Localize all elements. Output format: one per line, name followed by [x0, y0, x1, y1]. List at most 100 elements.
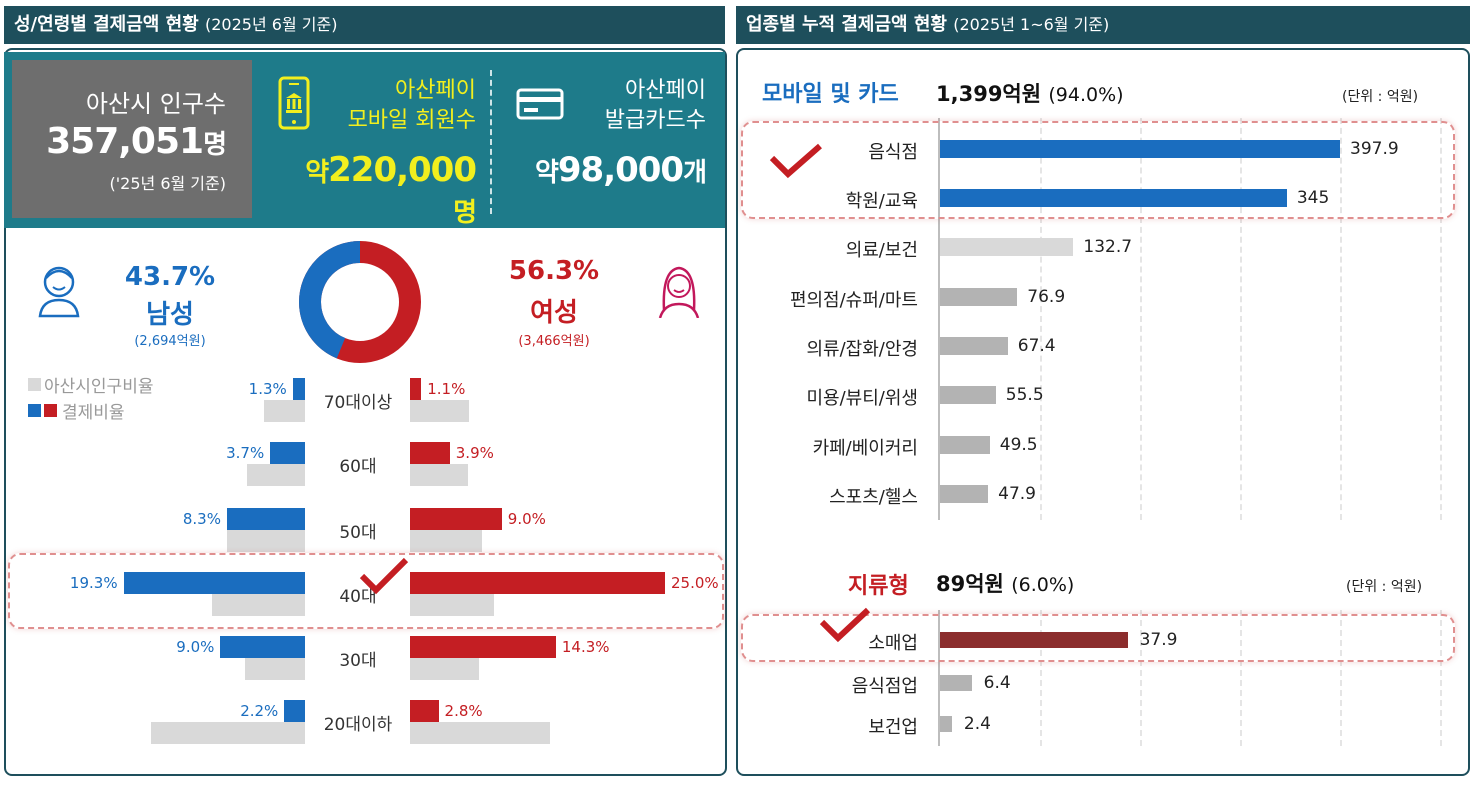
mobile-members-title-1: 아산페이 [395, 78, 476, 103]
female-pct-label: 25.0% [671, 574, 719, 592]
male-pct-label: 2.2% [240, 702, 279, 720]
cards-issued-value: 약98,000개 [534, 150, 707, 190]
male-bar [292, 378, 305, 400]
industry-value: 132.7 [1083, 237, 1133, 257]
age-label: 60대 [339, 457, 377, 477]
pop-bar-male [244, 658, 305, 680]
industry-value: 397.9 [1350, 139, 1399, 159]
jiryu-unit: (단위 : 억원) [1346, 579, 1423, 595]
industry-label: 미용/뷰티/위생 [806, 388, 919, 409]
legend-pop-label: 아산시인구비율 [44, 377, 154, 397]
gender-donut-chart [299, 241, 421, 363]
retail-highlight [741, 614, 1455, 662]
industry-label: 음식점 [868, 142, 918, 163]
female-label: 여성 [530, 298, 578, 328]
pop-bar-female [410, 464, 469, 486]
legend-male-swatch [28, 404, 41, 417]
industry-label: 의료/보건 [845, 240, 918, 261]
male-pct-label: 3.7% [226, 444, 265, 462]
pop-bar-female [410, 594, 495, 616]
gridline [1040, 118, 1042, 520]
jiryu-total: 89억원 (6.0%) [936, 572, 1075, 596]
age-label: 30대 [339, 651, 377, 671]
male-user-icon [38, 266, 80, 318]
female-pct-label: 3.9% [455, 444, 494, 462]
male-bar [284, 700, 305, 722]
mobile-members-title-2: 모바일 회원수 [347, 108, 476, 133]
industry-bar [940, 337, 1008, 355]
female-bar [410, 572, 665, 594]
jiryu-value: 2.4 [963, 714, 991, 734]
pop-bar-male [246, 464, 305, 486]
mobile-bank-icon [278, 76, 310, 130]
female-pct-label: 1.1% [427, 380, 466, 398]
male-label: 남성 [146, 300, 194, 330]
male-bar [226, 508, 305, 530]
male-bar [220, 636, 305, 658]
age-label: 40대 [339, 587, 377, 607]
jiryu-label: 보건업 [868, 717, 918, 738]
male-pct-label: 8.3% [182, 510, 221, 528]
gridline [1340, 118, 1342, 520]
check-icon-retail [819, 607, 871, 643]
industry-value: 49.5 [999, 435, 1038, 455]
axis-line [938, 118, 940, 520]
industry-value: 67.4 [1017, 336, 1056, 356]
female-bar [410, 700, 439, 722]
female-pct-label: 2.8% [444, 702, 483, 720]
female-user-icon [658, 266, 700, 318]
left-section-header: 성/연령별 결제금액 현황 (2025년 6월 기준) [4, 6, 725, 44]
industry-bar [940, 189, 1287, 207]
industry-value: 55.5 [1005, 385, 1044, 405]
pop-bar-male [150, 722, 305, 744]
female-amount: (3,466억원) [518, 334, 590, 349]
population-value: 357,051명 [46, 121, 227, 162]
age-pyramid-chart: 1.3% 1.1% 70대이상 3.7% 3.9% 60대 8.3% 9.0% 50대 19.3%… [0, 0, 730, 795]
industry-value: 47.9 [998, 484, 1036, 504]
gridline [1340, 610, 1342, 746]
male-pct-label: 19.3% [69, 574, 118, 592]
pop-bar-male [263, 400, 305, 422]
pop-bar-female [410, 722, 551, 744]
jiryu-bar [940, 632, 1128, 648]
jiryu-label: 음식점업 [851, 676, 918, 697]
male-bar [270, 442, 305, 464]
gridline [1440, 610, 1442, 746]
industry-label: 카페/베이커리 [812, 438, 918, 459]
mobile-members-block: 아산페이 모바일 회원수 약220,000명 [300, 76, 477, 230]
female-bar [410, 442, 450, 464]
population-label: 아산시 인구수 [85, 90, 226, 118]
population-note: ('25년 6월 기준) [109, 174, 226, 193]
jiryu-value: 6.4 [983, 673, 1011, 693]
axis-line [938, 610, 940, 746]
cards-issued-title-2: 발급카드수 [604, 108, 706, 133]
top2-highlight [741, 121, 1455, 219]
right-header-title: 업종별 누적 결제금액 현황 [746, 14, 947, 35]
population-box: 아산시 인구수 357,051명 ('25년 6월 기준) [12, 60, 252, 218]
industry-value: 345 [1296, 188, 1330, 208]
female-bar [410, 378, 422, 400]
mobile-card-unit: (단위 : 억원) [1342, 89, 1419, 105]
cards-issued-title-1: 아산페이 [625, 78, 706, 103]
jiryu-bar [940, 716, 952, 732]
male-bar [123, 572, 305, 594]
industry-value: 76.9 [1027, 287, 1066, 307]
left-header-title: 성/연령별 결제금액 현황 [14, 14, 199, 35]
right-panel [736, 48, 1470, 776]
gridline [1240, 118, 1242, 520]
jiryu-title: 지류형 [848, 574, 909, 599]
pop-bar-female [410, 658, 480, 680]
left-header-sub: (2025년 6월 기준) [205, 15, 338, 34]
age-label: 20대이하 [323, 715, 393, 735]
legend-pay-label: 결제비율 [62, 403, 125, 423]
mobile-members-value: 약220,000명 [305, 150, 477, 228]
jiryu-value: 37.9 [1139, 630, 1178, 650]
mobile-card-title: 모바일 및 카드 [762, 82, 899, 107]
male-pct-label: 9.0% [176, 638, 215, 656]
gridline [1240, 610, 1242, 746]
male-amount: (2,694억원) [134, 334, 206, 349]
check-icon-top [769, 143, 822, 179]
check-icon-40 [359, 557, 409, 595]
legend-female-swatch [44, 404, 57, 417]
donut-male-slice [299, 241, 421, 363]
